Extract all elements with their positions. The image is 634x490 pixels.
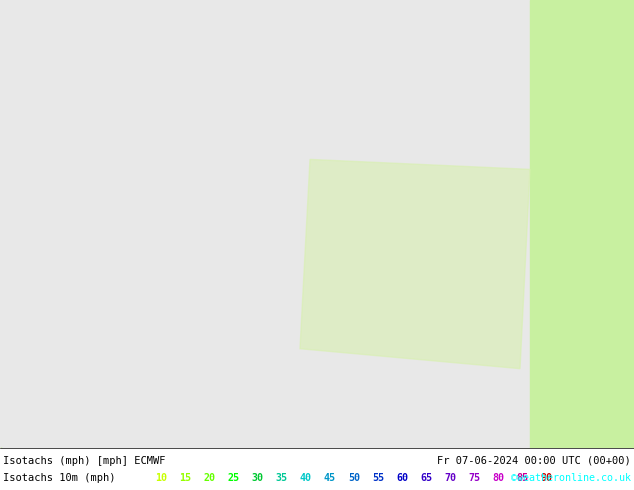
Text: 55: 55 (372, 472, 384, 483)
Polygon shape (300, 159, 530, 368)
Text: 10: 10 (155, 472, 167, 483)
Text: 65: 65 (420, 472, 432, 483)
Text: 90: 90 (541, 472, 553, 483)
Polygon shape (530, 0, 634, 448)
Text: 85: 85 (517, 472, 529, 483)
Text: 70: 70 (444, 472, 456, 483)
Text: 30: 30 (252, 472, 264, 483)
Text: 15: 15 (179, 472, 191, 483)
Text: Fr 07-06-2024 00:00 UTC (00+00): Fr 07-06-2024 00:00 UTC (00+00) (437, 456, 631, 466)
Text: 60: 60 (396, 472, 408, 483)
Text: Isotachs (mph) [mph] ECMWF: Isotachs (mph) [mph] ECMWF (3, 456, 165, 466)
Bar (0, 447, 1, 448)
Text: 35: 35 (276, 472, 288, 483)
Text: 40: 40 (300, 472, 312, 483)
Text: 20: 20 (204, 472, 216, 483)
Text: Isotachs 10m (mph): Isotachs 10m (mph) (3, 472, 115, 483)
Text: 50: 50 (348, 472, 360, 483)
Text: 25: 25 (228, 472, 240, 483)
Text: 75: 75 (469, 472, 481, 483)
Text: 80: 80 (493, 472, 505, 483)
Text: ©weatheronline.co.uk: ©weatheronline.co.uk (511, 472, 631, 483)
Text: 45: 45 (324, 472, 336, 483)
